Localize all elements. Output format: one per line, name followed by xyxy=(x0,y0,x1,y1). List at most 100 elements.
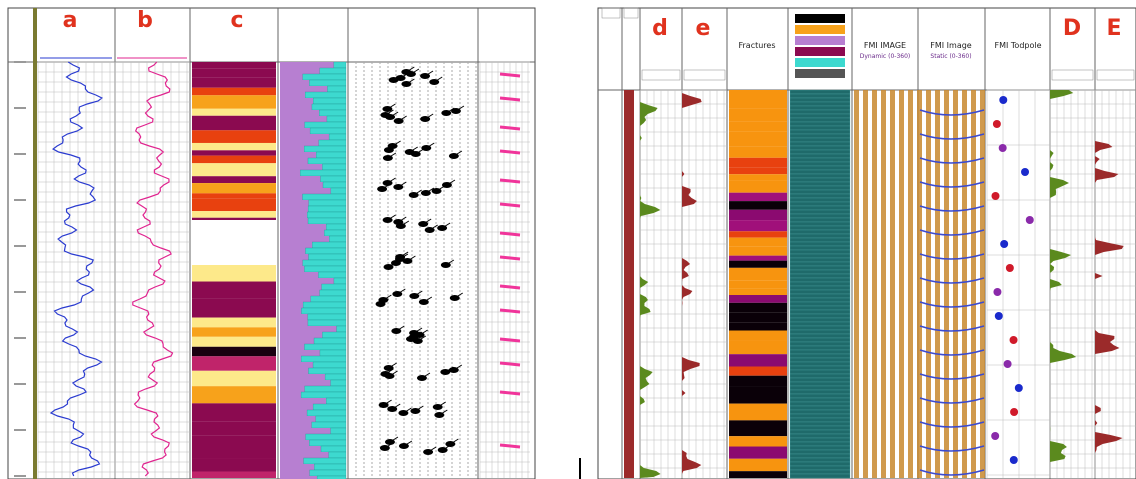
lith-band xyxy=(790,402,850,406)
tadpole xyxy=(1010,336,1018,344)
lith-band xyxy=(280,434,306,440)
lith-band xyxy=(790,366,850,370)
tadpole xyxy=(1000,240,1008,248)
lith-band xyxy=(302,194,346,200)
lith-band xyxy=(790,346,850,350)
lith-band xyxy=(790,90,850,94)
lith-band xyxy=(308,158,346,164)
lith-band xyxy=(790,258,850,262)
lith-band xyxy=(280,314,308,320)
lith-band xyxy=(280,374,325,380)
lith-band xyxy=(322,284,346,290)
lith-band xyxy=(790,362,850,366)
lith-band xyxy=(790,198,850,202)
lith-band xyxy=(790,194,850,198)
tadpole-tail xyxy=(500,392,520,394)
image-strip xyxy=(917,90,922,478)
lith-band xyxy=(280,392,301,398)
lith-band xyxy=(790,306,850,310)
color-band xyxy=(192,95,276,108)
lith-band xyxy=(790,206,850,210)
panel-label: D xyxy=(1063,16,1081,41)
image-strip xyxy=(863,90,868,478)
lith-band xyxy=(280,182,323,188)
image-strip xyxy=(962,90,967,478)
color-band xyxy=(192,88,276,96)
lith-band xyxy=(280,404,313,410)
lith-band xyxy=(280,98,313,104)
color-band xyxy=(729,108,787,121)
color-band xyxy=(729,376,787,387)
lith-band xyxy=(790,474,850,478)
lith-band xyxy=(280,128,310,134)
lith-band xyxy=(280,242,312,248)
lith-band xyxy=(312,242,346,248)
tadpole-tail xyxy=(500,127,520,129)
lith-band xyxy=(329,236,346,242)
lith-band xyxy=(790,298,850,302)
lith-band xyxy=(790,110,850,114)
color-band xyxy=(729,220,787,231)
tadpole xyxy=(1026,216,1034,224)
legend-swatch xyxy=(795,36,845,45)
lith-band xyxy=(790,470,850,474)
color-band xyxy=(729,330,787,340)
lith-band xyxy=(790,186,850,190)
lith-band xyxy=(280,224,326,230)
lith-band xyxy=(329,452,346,458)
tadpole-tail xyxy=(500,98,520,100)
lith-band xyxy=(790,266,850,270)
color-band xyxy=(729,193,787,201)
lith-band xyxy=(280,470,310,476)
lith-band xyxy=(309,200,346,206)
lith-band xyxy=(280,326,337,332)
legend-swatch xyxy=(795,58,845,67)
color-band xyxy=(192,116,276,131)
color-band xyxy=(192,156,276,164)
lith-band xyxy=(304,146,346,152)
lith-band xyxy=(304,344,346,350)
lith-band xyxy=(790,246,850,250)
color-band xyxy=(192,211,276,218)
track-header: FMI IMAGE xyxy=(864,41,906,50)
lith-band xyxy=(310,128,346,134)
color-band xyxy=(729,180,787,192)
image-strip xyxy=(980,90,985,478)
color-band xyxy=(192,327,276,336)
color-band xyxy=(729,231,787,237)
lith-band xyxy=(790,238,850,242)
tadpole xyxy=(999,144,1007,152)
depth-bar xyxy=(624,90,634,478)
lith-band xyxy=(790,370,850,374)
lith-band xyxy=(790,302,850,306)
lith-band xyxy=(280,356,301,362)
lith-band xyxy=(790,150,850,154)
color-band xyxy=(729,367,787,376)
color-band xyxy=(729,312,787,322)
color-band xyxy=(192,422,276,436)
lith-band xyxy=(280,140,319,146)
lith-band xyxy=(790,118,850,122)
lith-band xyxy=(327,116,346,122)
tadpole xyxy=(1010,408,1018,416)
color-band xyxy=(729,436,787,446)
color-band xyxy=(729,387,787,404)
tadpole xyxy=(993,120,1001,128)
color-band xyxy=(729,303,787,312)
lith-band xyxy=(280,308,301,314)
lith-band xyxy=(280,170,300,176)
lith-band xyxy=(325,374,346,380)
lith-band xyxy=(280,62,334,68)
lith-band xyxy=(790,230,850,234)
legend-swatch xyxy=(795,47,845,56)
lith-band xyxy=(790,446,850,450)
color-band xyxy=(192,446,276,459)
color-band xyxy=(192,199,276,211)
lith-band xyxy=(790,438,850,442)
image-strip xyxy=(908,90,913,478)
color-band xyxy=(192,356,276,371)
lith-band xyxy=(280,218,308,224)
color-band xyxy=(192,150,276,155)
lith-band xyxy=(331,380,346,386)
tadpole-tail xyxy=(500,363,520,365)
